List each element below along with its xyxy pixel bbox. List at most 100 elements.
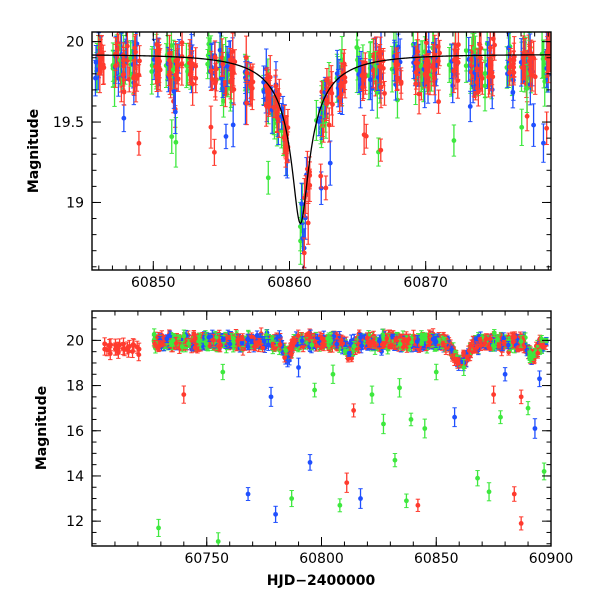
- top-point-red: [511, 42, 517, 78]
- bottom-outlier-blue: [307, 454, 313, 471]
- bottom-point-red: [121, 337, 126, 351]
- top-point-red: [212, 40, 218, 74]
- top-point-green: [389, 45, 395, 93]
- bottom-point-green: [539, 335, 545, 343]
- bottom-panel-xtick-label: 60800: [299, 551, 344, 567]
- bottom-outlier-green: [369, 385, 375, 404]
- bottom-point-red: [512, 332, 518, 342]
- bottom-outlier-green: [397, 378, 402, 398]
- bottom-point-red: [452, 353, 457, 367]
- bottom-point-red: [474, 341, 480, 354]
- top-point-red: [264, 67, 270, 90]
- top-point-red: [318, 163, 324, 189]
- top-point-red: [101, 50, 107, 85]
- bottom-outlier-green: [525, 401, 531, 416]
- bottom-point-red: [501, 340, 507, 346]
- bottom-outlier-green: [498, 410, 503, 425]
- top-point-blue: [230, 102, 236, 148]
- top-point-red: [398, 70, 404, 94]
- bottom-outlier-red: [518, 516, 524, 531]
- bottom-point-red: [535, 347, 541, 359]
- bottom-point-red: [239, 335, 245, 342]
- bottom-outlier-red: [511, 486, 517, 502]
- top-point-red: [228, 63, 233, 100]
- bottom-outlier-red: [491, 385, 497, 404]
- bottom-panel-ytick-label: 14: [66, 469, 84, 485]
- bottom-point-red: [157, 340, 163, 352]
- top-panel-xtick-label: 60870: [403, 275, 448, 291]
- bottom-outlier-green: [408, 412, 414, 427]
- top-point-green: [451, 124, 457, 157]
- bottom-point-green: [527, 351, 533, 361]
- top-point-red: [360, 73, 366, 101]
- bottom-outlier-green: [312, 382, 318, 398]
- bottom-panel-xlabel: HJD−2400000: [267, 573, 376, 589]
- bottom-point-blue: [265, 338, 271, 351]
- bottom-point-red: [371, 337, 377, 349]
- top-point-red: [453, 32, 458, 73]
- bottom-point-blue: [227, 339, 233, 348]
- bottom-point-green: [151, 328, 157, 341]
- top-point-red: [281, 121, 287, 155]
- bottom-point-red: [288, 342, 294, 353]
- bottom-point-blue: [346, 351, 352, 357]
- bottom-point-green: [419, 340, 425, 346]
- bottom-point-blue: [164, 334, 170, 344]
- bottom-panel-ytick-label: 12: [66, 514, 84, 530]
- bottom-outlier-green: [381, 413, 386, 435]
- bottom-point-blue: [261, 336, 267, 346]
- top-point-red: [532, 58, 538, 95]
- top-point-red: [134, 65, 140, 92]
- bottom-point-green: [176, 334, 182, 340]
- bottom-point-red: [257, 337, 262, 346]
- bottom-outlier-red: [518, 389, 524, 405]
- top-point-green: [463, 32, 469, 72]
- top-point-red: [455, 45, 461, 81]
- bottom-point-blue: [239, 340, 245, 346]
- bottom-point-green: [342, 347, 348, 356]
- bottom-point-red: [136, 342, 142, 356]
- top-point-blue: [223, 123, 229, 150]
- bottom-outlier-blue: [537, 370, 542, 388]
- top-point-red: [507, 59, 513, 86]
- top-point-red: [211, 138, 217, 166]
- bottom-outlier-green: [289, 490, 295, 508]
- top-point-red: [378, 138, 384, 162]
- top-panel-ytick-label: 19: [66, 195, 84, 211]
- bottom-panel-axes: 60750 60800 60850 60900 12 14 16 18 20: [66, 311, 573, 567]
- top-point-red: [167, 34, 172, 73]
- bottom-point-red: [104, 343, 110, 357]
- top-panel-ytick-label: 19.5: [53, 115, 84, 131]
- bottom-point-red: [364, 332, 370, 344]
- bottom-point-blue: [206, 332, 212, 342]
- bottom-panel: 60750 60800 60850 60900 12 14 16 18 20 Magnitude…: [34, 310, 573, 589]
- bottom-point-blue: [334, 339, 340, 349]
- bottom-point-green: [397, 338, 403, 350]
- bottom-point-red: [152, 339, 158, 348]
- bottom-point-red: [320, 344, 326, 350]
- bottom-panel-ytick-label: 18: [66, 379, 84, 395]
- top-point-green: [265, 160, 271, 195]
- top-point-red: [370, 52, 376, 89]
- top-point-red: [208, 105, 214, 149]
- bottom-point-red: [381, 341, 387, 348]
- top-point-green: [482, 49, 488, 98]
- top-point-red: [437, 39, 442, 67]
- top-point-red: [436, 89, 441, 114]
- top-point-red: [136, 130, 142, 156]
- bottom-point-green: [196, 336, 202, 347]
- top-point-blue: [327, 140, 333, 186]
- bottom-point-blue: [254, 330, 260, 341]
- bottom-point-green: [269, 335, 275, 342]
- bottom-outlier-green: [433, 363, 439, 381]
- bottom-outlier-green: [156, 518, 161, 537]
- top-point-red: [338, 83, 344, 107]
- bottom-point-red: [483, 333, 489, 345]
- top-point-red: [175, 65, 181, 92]
- bottom-outlier-blue: [273, 505, 278, 523]
- top-panel-xtick-label: 60860: [267, 275, 312, 291]
- bottom-point-blue: [449, 345, 454, 354]
- bottom-point-green: [179, 341, 185, 353]
- bottom-point-red: [295, 329, 301, 342]
- top-point-red: [377, 49, 383, 84]
